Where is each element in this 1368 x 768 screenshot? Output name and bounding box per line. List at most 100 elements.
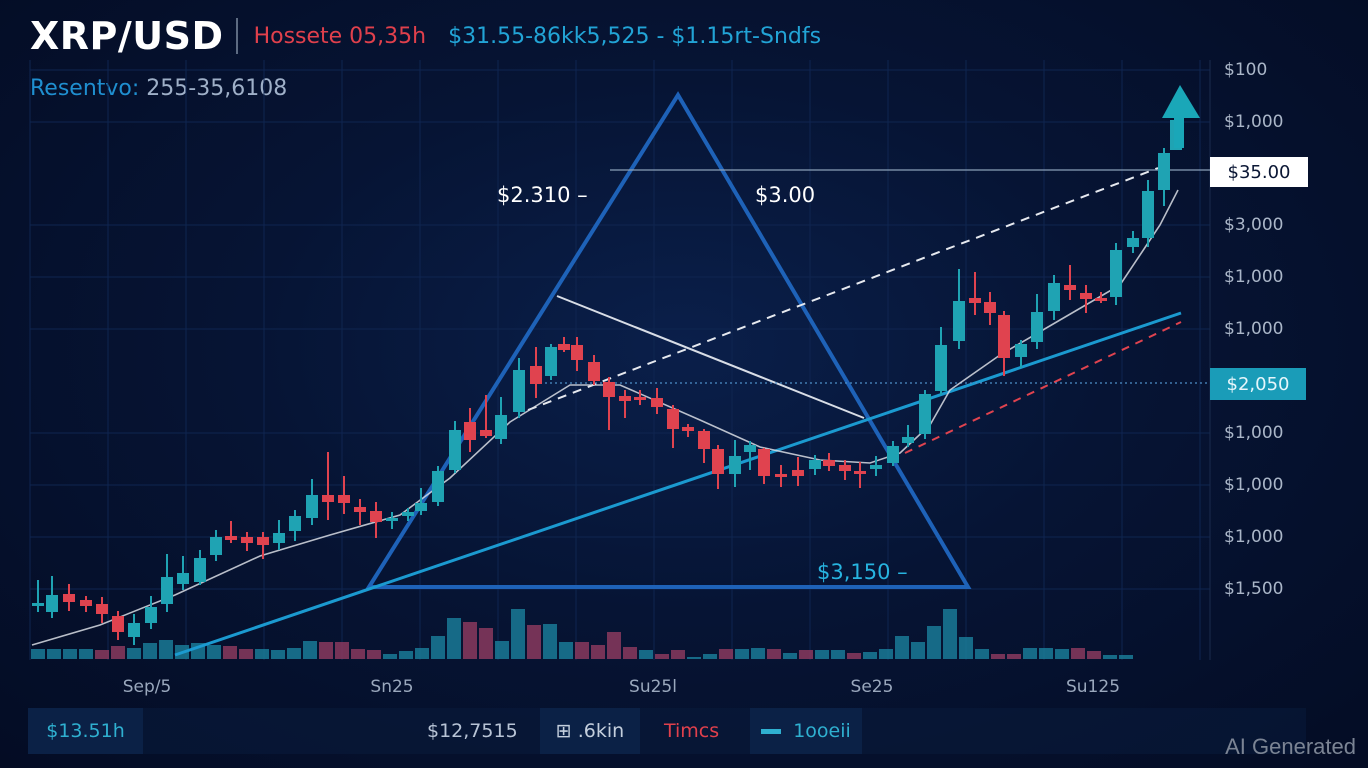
bull-candle (210, 537, 222, 555)
up-arrow-shaft (1174, 116, 1184, 148)
volume-bar (1039, 648, 1053, 659)
level-price-tag: $2,050 (1210, 368, 1306, 400)
volume-bar (911, 642, 925, 659)
bear-candle (792, 470, 804, 476)
bear-candle (63, 594, 75, 602)
bull-candle (194, 558, 206, 582)
bear-candle (354, 507, 366, 512)
header-stat-blue: $31.55-86kk5,525 - $1.15rt-Sndfs (448, 23, 822, 49)
footer-range-button[interactable]: ⊞ .6kin (540, 708, 640, 754)
bear-candle (712, 449, 724, 474)
annotation-right-level: $3.00 (755, 183, 816, 207)
volume-bar (79, 649, 93, 659)
volume-bar (1087, 651, 1101, 659)
bear-candle (322, 495, 334, 502)
volume-bar (671, 650, 685, 659)
bull-candle (902, 437, 914, 443)
bull-candle (919, 394, 931, 434)
descending-line (556, 295, 865, 419)
bear-candle (775, 474, 787, 477)
volume-bar (1055, 649, 1069, 659)
header-divider (235, 18, 238, 54)
legend-line-icon (761, 728, 782, 734)
volume-bar (31, 649, 45, 659)
bear-candle (588, 362, 600, 381)
footer-left-value: $13.51h (28, 708, 143, 754)
volume-bar (1007, 654, 1021, 659)
bull-candle (289, 516, 301, 531)
bull-candle (495, 415, 507, 439)
x-tick-label: Sep/5 (122, 677, 172, 697)
bull-candle (432, 471, 444, 502)
volume-bar (399, 651, 413, 659)
bull-candle (1142, 191, 1154, 238)
volume-bar (879, 649, 893, 659)
footer-mid-value-text: $12,7515 (427, 720, 518, 742)
ascending-trendline (174, 311, 1182, 657)
bear-candle (603, 382, 615, 397)
volume-bar (543, 624, 557, 659)
bear-candle (651, 398, 663, 407)
volume-bar (607, 632, 621, 659)
moving-average-line (31, 189, 1179, 646)
volume-bar (383, 654, 397, 659)
bull-candle (744, 445, 756, 452)
bull-candle (887, 446, 899, 463)
bull-candle (273, 533, 285, 543)
footer-range-text: ⊞ .6kin (555, 720, 625, 742)
bear-candle (758, 449, 770, 476)
y-tick-label: $100 (1224, 60, 1268, 80)
volume-bar (63, 649, 77, 659)
current-price-tag: $35.00 (1210, 157, 1308, 187)
volume-bar (303, 641, 317, 659)
bull-candle (1048, 283, 1060, 311)
volume-bar (511, 609, 525, 659)
bear-candle (257, 537, 269, 545)
volume-bar (751, 648, 765, 659)
y-tick-label: $1,000 (1224, 475, 1284, 495)
x-tick-label: Su125 (1065, 677, 1121, 697)
volume-bar (351, 649, 365, 659)
bear-candle (619, 396, 631, 401)
bull-candle (32, 603, 44, 606)
volume-bar (1023, 648, 1037, 659)
bull-candle (1158, 153, 1170, 190)
volume-bar (335, 642, 349, 659)
header-stat-red: Hossete 05,35h (253, 23, 427, 49)
bear-candle (1080, 293, 1092, 299)
bull-candle (449, 430, 461, 470)
y-tick-label: $1,000 (1224, 423, 1284, 443)
bull-candle (128, 623, 140, 637)
up-arrow-icon (1162, 85, 1200, 118)
volume-bar (975, 649, 989, 659)
bear-candle (969, 298, 981, 303)
triangle-pattern (365, 91, 972, 589)
volume-bar (991, 654, 1005, 659)
volume-bar (495, 641, 509, 659)
subheader-label: Resentvo: (30, 76, 140, 101)
bear-candle (558, 344, 570, 350)
symbol-title: XRP/USD (30, 14, 224, 58)
volume-bar (831, 650, 845, 659)
volume-bar (319, 642, 333, 659)
volume-bar (431, 636, 445, 659)
bull-candle (545, 347, 557, 376)
bear-candle (682, 427, 694, 431)
bear-candle (112, 616, 124, 632)
annotation-bottom-level: $3,150 – (817, 560, 908, 584)
volume-bar (239, 649, 253, 659)
footer-legend-text: 1ooeii (793, 720, 851, 742)
volume-bar (815, 650, 829, 659)
annotation-left-level: $2.310 – (497, 183, 588, 207)
volume-bar (559, 642, 573, 659)
volume-bar (287, 648, 301, 659)
volume-bar (1103, 655, 1117, 659)
volume-bar (447, 618, 461, 659)
footer-times-button[interactable]: Timcs (664, 708, 719, 754)
volume-bar (47, 649, 61, 659)
bear-candle (984, 302, 996, 313)
y-tick-label: $1,000 (1224, 319, 1284, 339)
volume-bar (143, 643, 157, 659)
footer-legend-button[interactable]: 1ooeii (750, 708, 862, 754)
